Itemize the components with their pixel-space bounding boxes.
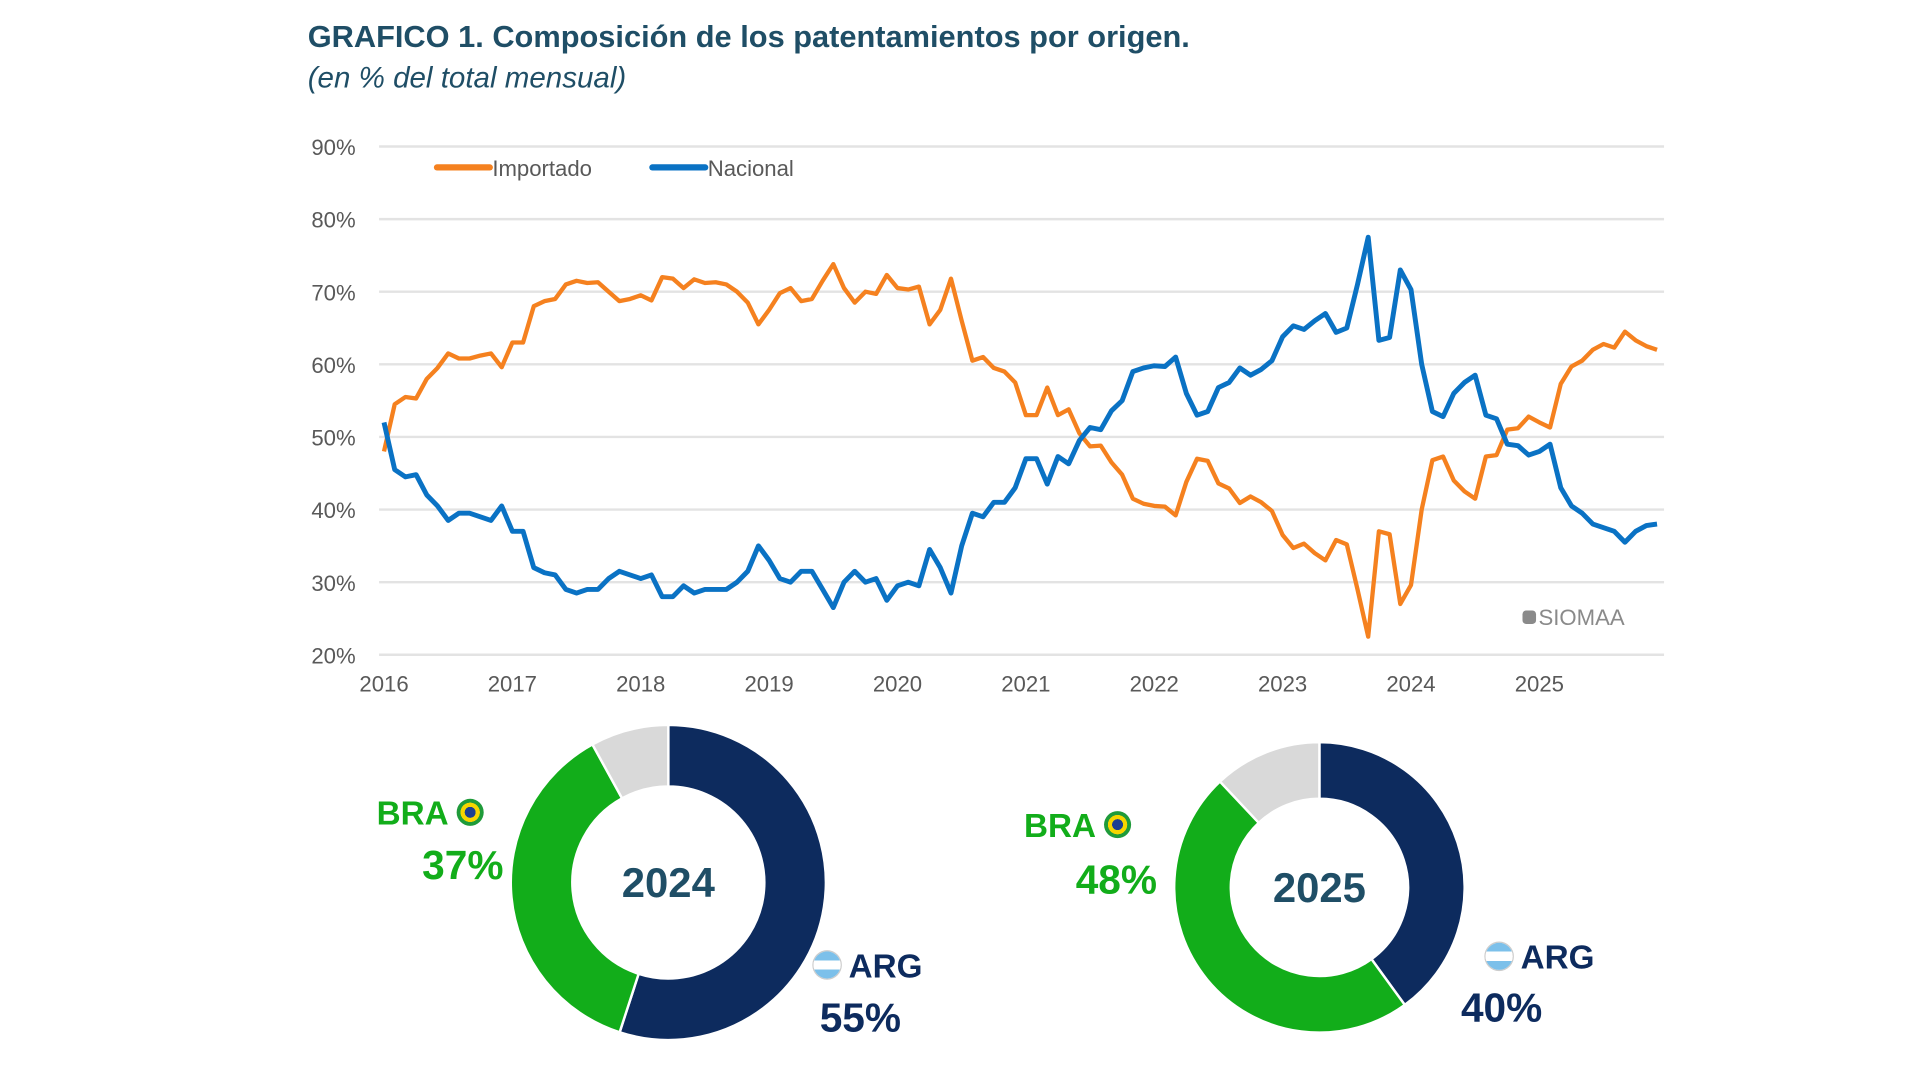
bra-label-2025: BRA [1024, 807, 1132, 845]
arg-label-2024: ARG [813, 947, 923, 986]
line-chart: 20% 30% 40% 50% 60% 70% 80% 90% 2016 2017 2018 2019… [311, 135, 1665, 697]
bra-pct-2025: 48% [1075, 856, 1158, 903]
brazil-flag-icon [1104, 810, 1132, 839]
x-tick-label: 2020 [873, 672, 922, 697]
siomaa-watermark: SIOMAA [1522, 605, 1625, 630]
y-tick-label: 30% [311, 571, 355, 596]
chart-subtitle: (en % del total mensual) [307, 61, 627, 95]
arg-label-text: ARG [1520, 939, 1595, 977]
donut-2024: 2024 [509, 723, 828, 1042]
x-tick-label: 2022 [1130, 672, 1179, 697]
y-tick-label: 50% [311, 426, 355, 451]
y-tick-label: 70% [311, 280, 355, 305]
donut-slice-bra [509, 742, 641, 1034]
donut-slice-arg [1318, 740, 1466, 1007]
arg-label-text: ARG [848, 947, 923, 985]
donut-slice-other [1218, 740, 1321, 825]
argentina-flag-icon [1485, 942, 1513, 970]
x-tick-label: 2018 [616, 672, 665, 697]
y-tick-label: 90% [311, 135, 355, 160]
arg-pct-2024: 55% [819, 994, 902, 1041]
y-tick-label: 60% [311, 353, 355, 378]
y-tick-label: 40% [311, 498, 355, 523]
donut-slice-bra [1172, 779, 1407, 1034]
donut-slice-other [590, 723, 670, 801]
bra-label-text: BRA [376, 795, 448, 833]
brazil-flag-icon [456, 798, 484, 826]
legend-label: Nacional [708, 156, 794, 181]
legend-label: Importado [492, 156, 592, 181]
arg-pct-2025: 40% [1460, 984, 1543, 1031]
donut-center-label: 2025 [1273, 864, 1366, 911]
x-tick-label: 2021 [1001, 672, 1050, 697]
donut-slice-arg [618, 723, 828, 1042]
x-tick-label: 2019 [744, 672, 793, 697]
watermark-text: SIOMAA [1539, 605, 1625, 630]
x-tick-label: 2017 [488, 672, 537, 697]
donut-2025: 2025 [1172, 740, 1466, 1034]
donut-center-label: 2024 [622, 859, 716, 906]
arg-label-2025: ARG [1485, 939, 1595, 977]
series-line-importado [381, 261, 1658, 639]
x-tick-label: 2023 [1258, 672, 1307, 697]
y-tick-label: 80% [311, 208, 355, 233]
bra-label-text: BRA [1024, 807, 1095, 845]
x-tick-label: 2016 [359, 672, 408, 697]
y-tick-label: 20% [311, 643, 355, 668]
x-tick-label: 2024 [1386, 672, 1435, 697]
x-tick-label: 2025 [1515, 672, 1564, 697]
bra-pct-2024: 37% [422, 841, 504, 888]
chart-title: GRAFICO 1. Composición de los patentamie… [307, 19, 1190, 55]
argentina-flag-icon [813, 951, 841, 979]
bra-label-2024: BRA [377, 795, 484, 833]
series-line-nacional [381, 234, 1658, 611]
